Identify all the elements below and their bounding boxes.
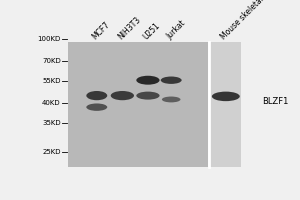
Text: 55KD: 55KD (42, 78, 61, 84)
Text: 70KD: 70KD (42, 58, 61, 64)
Text: 25KD: 25KD (42, 149, 61, 155)
Ellipse shape (162, 97, 181, 102)
Ellipse shape (136, 92, 160, 100)
Bar (210, 42, 241, 167)
Text: MCF7: MCF7 (90, 20, 112, 41)
Text: BLZF1: BLZF1 (262, 97, 288, 106)
Ellipse shape (86, 103, 107, 111)
Ellipse shape (111, 91, 134, 100)
Text: U251: U251 (142, 21, 162, 41)
Text: 100KD: 100KD (38, 36, 61, 42)
Ellipse shape (161, 77, 182, 84)
Ellipse shape (212, 92, 240, 101)
Text: 40KD: 40KD (42, 100, 61, 106)
Ellipse shape (136, 76, 160, 85)
Text: Mouse skeletal muscle: Mouse skeletal muscle (220, 0, 287, 41)
Text: NIH3T3: NIH3T3 (116, 15, 142, 41)
Text: 35KD: 35KD (42, 120, 61, 126)
Ellipse shape (86, 91, 107, 100)
Text: Jurkat: Jurkat (165, 19, 187, 41)
Bar (68, 42, 208, 167)
